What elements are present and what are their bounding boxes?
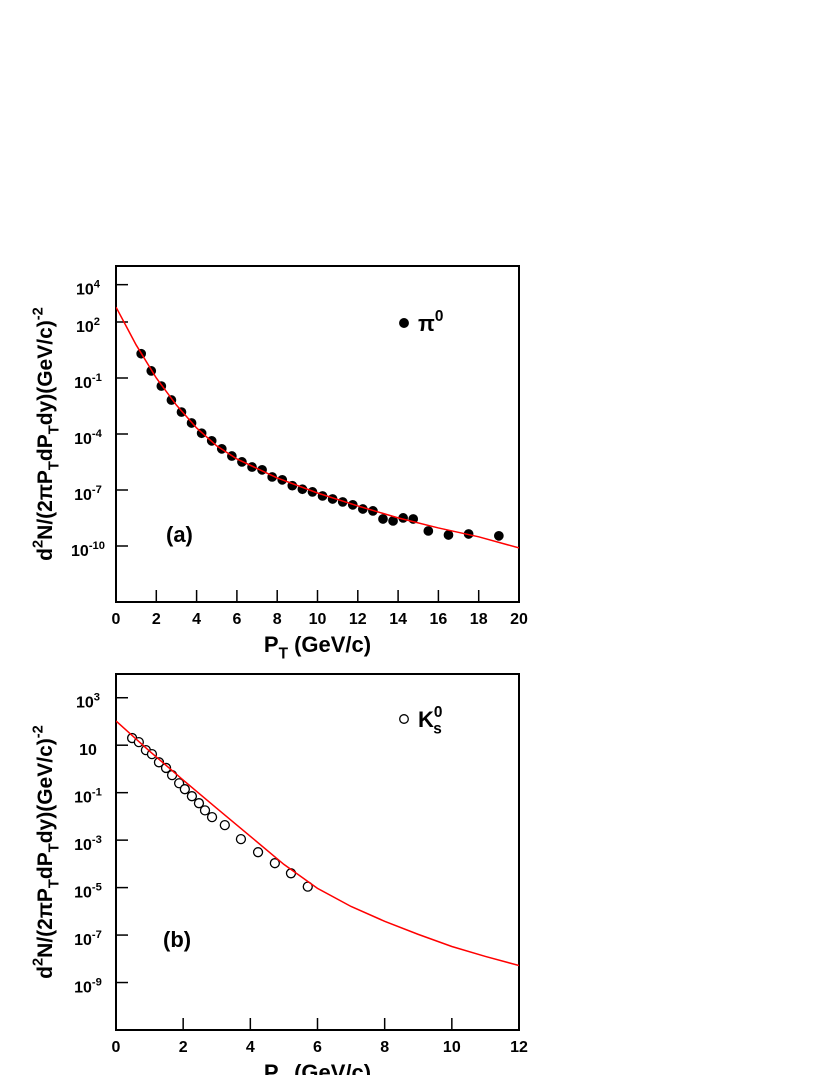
y-tick-label: 10-7​ xyxy=(74,929,102,949)
data-point xyxy=(160,762,172,774)
y-axis-title: d2N/(2πPTdPTdy)(GeV/c)-2​ xyxy=(31,307,63,561)
y-tick-label: 10-1​ xyxy=(74,786,102,806)
y-tick-label: 10 xyxy=(79,742,97,759)
x-tick-label: 10 xyxy=(443,1039,461,1056)
y-tick-label: 103​ xyxy=(76,692,100,712)
data-point xyxy=(423,526,434,536)
y-tick-label: 102​ xyxy=(76,316,100,336)
panel: 0 2 4 6 8 10 12 10-9​ 10-7​ 10-5​ 10-3​ 10-1​ 10 103​… xyxy=(31,673,528,1075)
data-point xyxy=(186,791,198,802)
legend-marker xyxy=(399,318,409,328)
x-tick-label: 0 xyxy=(112,1039,121,1056)
fit-curve xyxy=(116,720,519,967)
x-tick-label: 0 xyxy=(112,611,121,628)
y-tick-label: 10-10​ xyxy=(71,540,105,560)
y-tick-label: 10-3​ xyxy=(74,834,102,854)
y-tick-label: 10-5​ xyxy=(74,881,102,901)
data-point xyxy=(179,784,190,795)
x-axis-title: PT (GeV/c) xyxy=(264,632,371,663)
data-point xyxy=(443,530,454,540)
y-axis-title: d2N/(2πPTdPTdy)(GeV/c)-2​ xyxy=(31,725,63,979)
panel-label: (b) xyxy=(163,927,191,952)
data-point xyxy=(252,847,264,858)
panel-label: (a) xyxy=(166,522,193,547)
x-axis-title: PT (GeV/c) xyxy=(264,1060,371,1075)
x-tick-label: 12 xyxy=(349,611,367,628)
x-tick-label: 4 xyxy=(192,611,201,628)
x-tick-label: 6 xyxy=(232,611,241,628)
data-point xyxy=(235,834,247,845)
plot-frame xyxy=(115,265,520,603)
y-tick-label: 10-7​ xyxy=(74,484,102,504)
x-tick-label: 8 xyxy=(380,1039,389,1056)
data-point xyxy=(206,811,218,823)
x-tick-label: 2 xyxy=(179,1039,188,1056)
fit-curve xyxy=(116,306,519,549)
x-tick-label: 2 xyxy=(152,611,161,628)
plot-frame xyxy=(115,673,520,1031)
data-point xyxy=(219,819,230,831)
legend-label: K0s​ xyxy=(418,704,442,738)
x-tick-label: 10 xyxy=(309,611,327,628)
x-tick-label: 6 xyxy=(313,1039,322,1056)
data-point xyxy=(378,514,388,524)
data-point xyxy=(199,805,211,816)
data-point xyxy=(493,530,504,541)
legend-label: π0​ xyxy=(418,308,443,336)
y-tick-label: 10-4​ xyxy=(74,428,103,448)
x-tick-label: 12 xyxy=(510,1039,528,1056)
x-tick-label: 4 xyxy=(246,1039,255,1056)
data-point xyxy=(193,798,205,809)
legend-marker xyxy=(399,714,409,724)
data-point xyxy=(269,858,280,869)
x-tick-label: 20 xyxy=(510,611,528,628)
x-tick-label: 14 xyxy=(389,611,407,628)
y-tick-label: 104​ xyxy=(76,278,101,298)
panel: 0 2 4 6 8 10 12 14 16 18 20 10-10​ 10-7​ 10-4​ 10-1​ 10… xyxy=(31,265,528,663)
data-point xyxy=(166,769,178,781)
x-tick-label: 18 xyxy=(470,611,488,628)
y-tick-label: 10-1​ xyxy=(74,372,102,392)
y-tick-label: 10-9​ xyxy=(74,976,102,996)
x-tick-label: 8 xyxy=(273,611,282,628)
x-tick-label: 16 xyxy=(430,611,448,628)
